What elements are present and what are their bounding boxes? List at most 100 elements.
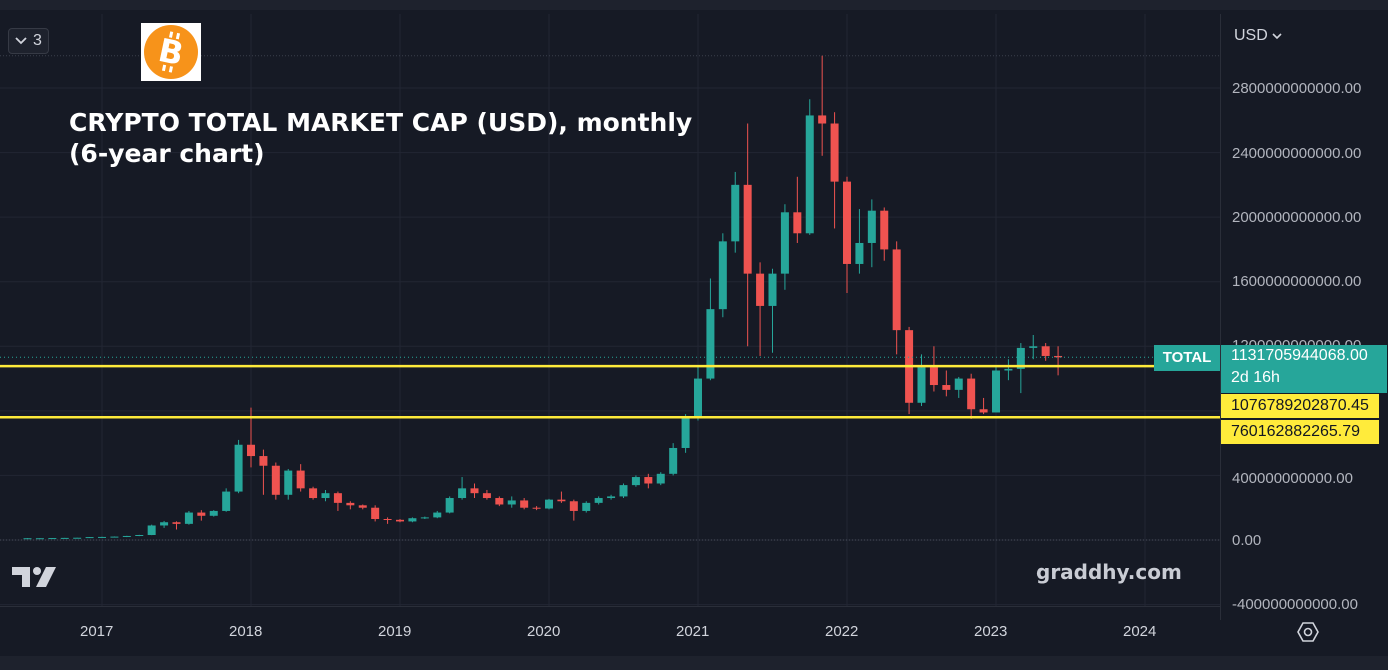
x-tick-label: 2023 — [974, 623, 1008, 640]
candle-body — [482, 493, 491, 499]
candle-body — [135, 534, 144, 536]
x-tick-label: 2021 — [676, 623, 710, 640]
level-label-upper: 1076789202870.45 — [1221, 394, 1379, 418]
candle-body — [644, 477, 653, 484]
candle-body — [1016, 347, 1025, 369]
currency-label: USD — [1234, 27, 1268, 44]
candle-body — [656, 473, 665, 484]
candle-body — [569, 501, 578, 511]
candle-body — [979, 409, 988, 413]
candle-body — [942, 385, 951, 390]
candle-body — [184, 512, 193, 524]
candle-body — [470, 488, 479, 494]
candle-body — [681, 417, 690, 448]
candle-body — [669, 447, 678, 474]
candle-body — [867, 210, 876, 243]
candle-body — [197, 512, 206, 516]
candle-body — [321, 493, 330, 499]
candle-body — [284, 470, 293, 495]
top-toolbar-strip — [0, 0, 1388, 10]
x-tick-label: 2022 — [825, 623, 859, 640]
candle-body — [718, 241, 727, 310]
candle-body — [495, 498, 504, 505]
currency-selector[interactable]: USD — [1234, 27, 1282, 45]
candle-body — [209, 510, 218, 516]
candle-body — [780, 212, 789, 274]
candle-body — [1029, 346, 1038, 348]
candle-body — [967, 378, 976, 410]
candle-body — [147, 525, 156, 535]
candle-body — [420, 517, 429, 519]
candle-body — [98, 536, 106, 538]
candle-body — [619, 485, 628, 497]
candle-body — [793, 212, 802, 234]
y-tick-label: 1600000000000.00 — [1232, 273, 1362, 290]
candle-body — [271, 465, 280, 495]
candle-body — [992, 370, 1000, 413]
candle-body — [172, 522, 181, 524]
candle-body — [1054, 355, 1063, 358]
candle-body — [917, 367, 926, 403]
candle-body — [805, 115, 814, 234]
bitcoin-logo: B — [141, 23, 201, 81]
y-tick-label: 2400000000000.00 — [1232, 145, 1362, 162]
candle-body — [396, 519, 404, 522]
candle-body — [818, 115, 827, 124]
candle-body — [48, 538, 57, 540]
y-tick-label: 0.00 — [1232, 532, 1262, 549]
interval-count: 3 — [33, 32, 42, 49]
last-price-value: 1131705944068.00 — [1231, 347, 1368, 364]
candle-body — [73, 537, 82, 539]
candle-body — [35, 538, 44, 540]
chart-settings-icon[interactable] — [1296, 620, 1320, 644]
chart-title: CRYPTO TOTAL MARKET CAP (USD), monthly (… — [69, 107, 709, 169]
chevron-down-icon — [1272, 33, 1282, 40]
y-tick-label: 2800000000000.00 — [1232, 80, 1362, 97]
bar-countdown: 2d 16h — [1231, 369, 1280, 386]
price-axis[interactable]: USD 2800000000000.00 2400000000000.00 20… — [1220, 14, 1388, 620]
candle-body — [458, 488, 467, 499]
x-tick-label: 2017 — [80, 623, 114, 640]
time-axis[interactable]: 2017 2018 2019 2020 2021 2022 2023 2024 — [0, 606, 1220, 657]
candle-body — [371, 507, 380, 520]
y-tick-label: -400000000000.00 — [1232, 596, 1358, 613]
bottom-toolbar-strip — [0, 656, 1388, 670]
chart-title-line2: (6-year chart) — [69, 139, 265, 168]
y-tick-label: 400000000000.00 — [1232, 470, 1353, 487]
candle-body — [247, 444, 255, 457]
candle-body — [582, 502, 591, 511]
interval-toggle-button[interactable]: 3 — [8, 28, 49, 54]
candle-body — [408, 518, 417, 522]
candlestick-chart[interactable] — [0, 14, 1220, 606]
candle-body — [694, 378, 702, 418]
candle-body — [532, 507, 541, 509]
candle-body — [756, 273, 765, 306]
candle-body — [222, 491, 231, 511]
candle-body — [259, 456, 268, 466]
chart-plot-area[interactable] — [0, 14, 1220, 606]
x-tick-label: 2019 — [378, 623, 412, 640]
candle-body — [296, 470, 305, 489]
symbol-tag: TOTAL — [1154, 345, 1220, 371]
level-label-lower: 760162882265.79 — [1221, 420, 1379, 444]
candle-body — [830, 123, 839, 182]
tradingview-logo[interactable] — [10, 563, 58, 596]
chart-title-line1: CRYPTO TOTAL MARKET CAP (USD), monthly — [69, 108, 693, 137]
candle-body — [122, 535, 131, 537]
x-tick-label: 2020 — [527, 623, 561, 640]
candle-body — [843, 181, 851, 264]
candle-body — [445, 498, 454, 513]
candle-body — [333, 493, 342, 503]
candle-body — [1004, 368, 1013, 371]
candle-body — [433, 512, 442, 518]
chevron-down-icon — [15, 37, 27, 45]
candle-body — [743, 184, 752, 274]
candle-body — [383, 519, 392, 521]
candle-body — [1041, 346, 1050, 356]
candle-body — [855, 242, 864, 264]
candle-body — [520, 500, 529, 508]
candle-body — [557, 499, 566, 502]
candle-body — [110, 536, 119, 538]
candle-body — [545, 499, 553, 509]
candle-body — [346, 502, 355, 506]
